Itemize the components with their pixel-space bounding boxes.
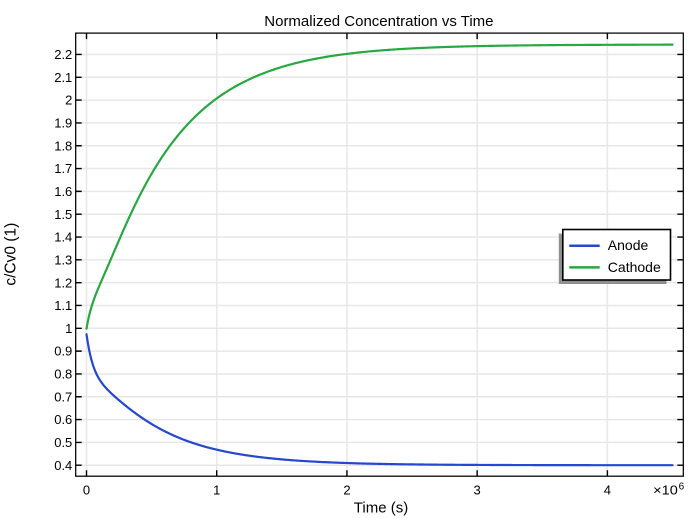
svg-text:2: 2 bbox=[343, 483, 350, 498]
svg-text:0.8: 0.8 bbox=[54, 367, 72, 382]
svg-text:1: 1 bbox=[65, 321, 72, 336]
svg-text:0.6: 0.6 bbox=[54, 412, 72, 427]
svg-text:1.5: 1.5 bbox=[54, 207, 72, 222]
svg-text:Time (s): Time (s) bbox=[354, 500, 408, 517]
svg-text:×10: ×10 bbox=[653, 483, 678, 498]
svg-text:2.1: 2.1 bbox=[54, 70, 72, 85]
svg-text:4: 4 bbox=[604, 483, 611, 498]
svg-text:1.6: 1.6 bbox=[54, 184, 72, 199]
svg-text:0: 0 bbox=[83, 483, 90, 498]
svg-text:1.4: 1.4 bbox=[54, 230, 72, 245]
svg-text:1.7: 1.7 bbox=[54, 161, 72, 176]
svg-text:Normalized Concentration vs Ti: Normalized Concentration vs Time bbox=[264, 13, 493, 30]
svg-text:2.2: 2.2 bbox=[54, 47, 72, 62]
svg-text:2: 2 bbox=[65, 93, 72, 108]
svg-text:0.7: 0.7 bbox=[54, 389, 72, 404]
svg-text:1.3: 1.3 bbox=[54, 252, 72, 267]
svg-text:6: 6 bbox=[679, 481, 685, 492]
svg-text:1.8: 1.8 bbox=[54, 138, 72, 153]
svg-text:1.1: 1.1 bbox=[54, 298, 72, 313]
svg-text:0.9: 0.9 bbox=[54, 344, 72, 359]
svg-text:3: 3 bbox=[474, 483, 481, 498]
svg-text:1: 1 bbox=[213, 483, 220, 498]
svg-text:0.5: 0.5 bbox=[54, 435, 72, 450]
svg-text:Anode: Anode bbox=[608, 237, 649, 253]
svg-text:1.2: 1.2 bbox=[54, 275, 72, 290]
svg-text:Cathode: Cathode bbox=[608, 259, 661, 275]
svg-text:0.4: 0.4 bbox=[54, 458, 72, 473]
svg-text:1.9: 1.9 bbox=[54, 116, 72, 131]
svg-text:c/Cv0 (1): c/Cv0 (1) bbox=[3, 223, 20, 286]
